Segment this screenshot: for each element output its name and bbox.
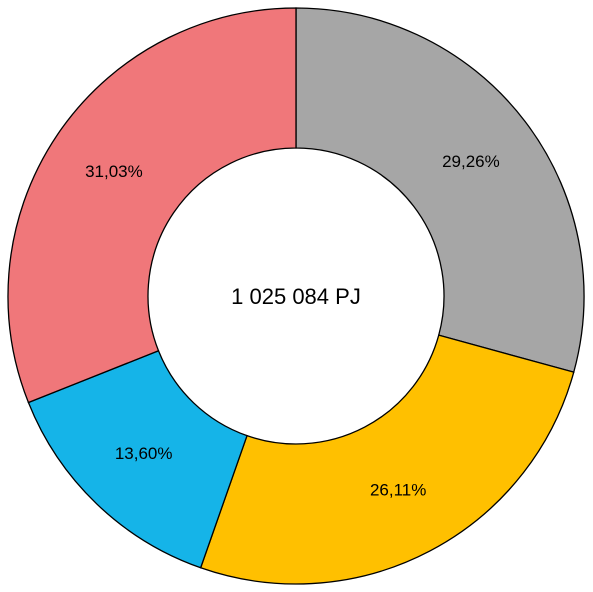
center-label: 1 025 084 PJ: [231, 284, 361, 309]
slice: [27, 349, 248, 569]
slices: [7, 7, 585, 585]
slice: [199, 334, 575, 585]
value-label: 26,11%: [370, 480, 426, 499]
slice: [7, 7, 297, 404]
value-label: 31,03%: [85, 162, 143, 181]
value-label: 29,26%: [442, 152, 500, 171]
slice: [295, 7, 585, 373]
value-label: 13,60%: [115, 444, 173, 463]
